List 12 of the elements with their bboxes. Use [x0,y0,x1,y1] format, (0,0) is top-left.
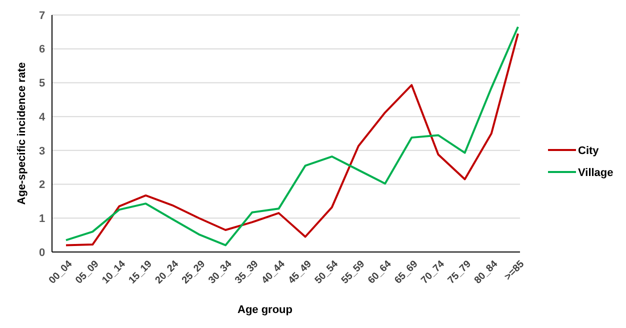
y-tick-label: 1 [38,212,46,225]
legend-label: Village [578,166,614,179]
y-tick-label: 3 [38,145,46,158]
y-axis-title: Age-specific incidence rate [16,62,28,205]
y-tick-label: 2 [38,179,46,192]
y-tick-label: 4 [38,111,46,124]
x-axis-title: Age group [238,304,293,316]
y-tick-label: 7 [38,10,46,22]
y-tick-label: 6 [38,44,46,56]
legend-label: City [578,144,600,157]
y-tick-label: 5 [38,78,46,90]
y-tick-label: 0 [38,246,46,259]
